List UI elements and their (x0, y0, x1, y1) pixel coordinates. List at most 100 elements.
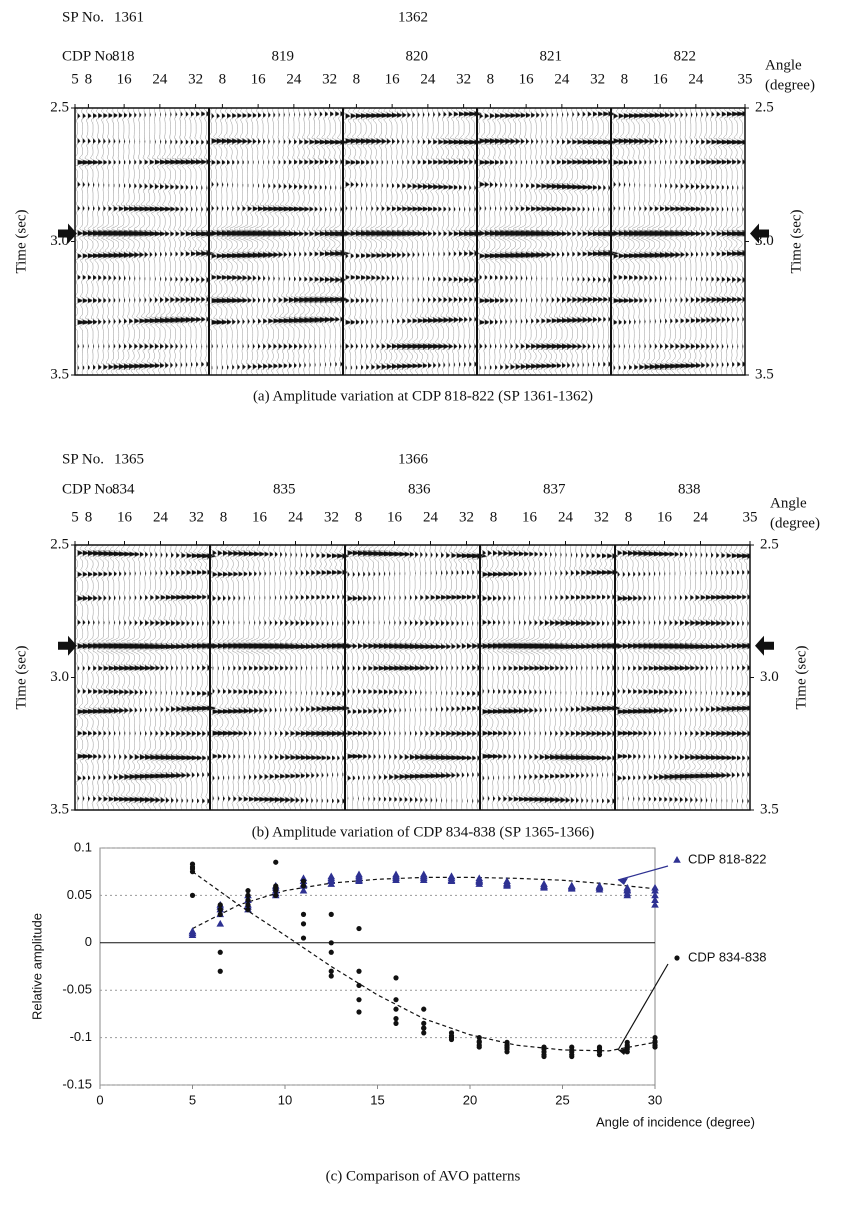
point (217, 902, 223, 908)
trace-fill (742, 545, 750, 810)
point (245, 902, 251, 908)
trace (668, 108, 689, 375)
trace-fill (627, 545, 637, 810)
trace (195, 108, 213, 375)
trace (467, 545, 482, 810)
point (651, 896, 659, 903)
point (328, 949, 334, 955)
trace (588, 108, 602, 375)
trace (421, 545, 436, 810)
trace-fill (98, 108, 112, 375)
trace (706, 545, 721, 810)
trace-fill (295, 545, 306, 810)
trace-fill (247, 108, 270, 375)
cdp-number: 835 (273, 481, 296, 497)
trace (341, 108, 355, 375)
angle-unit: (degree) (765, 77, 815, 93)
trace-fill (446, 545, 455, 810)
trace (618, 545, 632, 810)
trace (105, 108, 132, 375)
point (419, 876, 428, 884)
trace-fill (386, 108, 403, 375)
sp-label: SP No. (62, 9, 104, 25)
trace-fill (680, 108, 692, 375)
trace-fill (337, 545, 350, 810)
caption: (b) Amplitude variation of CDP 834-838 (… (252, 824, 595, 840)
trace-fill (500, 108, 515, 375)
trace (530, 545, 560, 810)
trace-fill (415, 545, 425, 810)
trace (502, 108, 529, 375)
point (651, 891, 659, 899)
angle-tick-label: 16 (117, 71, 133, 87)
trace (563, 108, 577, 375)
trace-fill (82, 545, 92, 810)
trace (220, 108, 242, 375)
trace (656, 545, 681, 810)
trace (454, 108, 467, 375)
trace (317, 545, 331, 810)
trace-fill (592, 108, 601, 375)
axis-title: Time (sec) (793, 645, 809, 709)
trace-fill (425, 545, 435, 810)
trace (618, 108, 636, 375)
trace-fill (513, 545, 533, 810)
trace (583, 108, 596, 375)
trace (458, 545, 469, 810)
trace (576, 545, 592, 810)
cdp-number: 819 (271, 48, 294, 64)
trace (245, 545, 274, 810)
trace (369, 108, 392, 375)
trace (148, 545, 170, 810)
point (419, 872, 428, 880)
trace (693, 108, 702, 375)
trace-fill (539, 545, 560, 810)
caption: (a) Amplitude variation at CDP 818-822 (… (253, 388, 593, 404)
trace (662, 108, 686, 375)
trace (497, 108, 522, 375)
trace (259, 108, 286, 375)
angle-tick-label: 24 (288, 509, 304, 525)
point (356, 982, 362, 989)
point (623, 889, 632, 897)
trace (718, 108, 730, 375)
trace (732, 545, 747, 810)
trace (319, 108, 337, 375)
point (393, 975, 399, 981)
point (327, 872, 336, 880)
trace-fill (577, 108, 585, 375)
trace (324, 108, 343, 375)
trace (592, 545, 608, 810)
sp-label: SP No. (62, 451, 104, 467)
point (596, 1052, 603, 1058)
point (188, 927, 197, 935)
point (273, 885, 279, 891)
trace (349, 545, 361, 810)
y-tick-label: 2.5 (755, 99, 774, 115)
trace-fill (407, 108, 418, 375)
trace-fill (634, 108, 650, 375)
trace-fill (648, 545, 663, 810)
angle-tick-label: 8 (220, 509, 228, 525)
axis-title: Relative amplitude (29, 913, 44, 1020)
trace (708, 108, 719, 375)
trace-fill (252, 108, 275, 375)
trace-fill (607, 545, 621, 810)
trace (322, 545, 337, 810)
angle-tick-label: 32 (459, 509, 474, 525)
trace-fill (357, 545, 367, 810)
point (476, 1038, 482, 1044)
trace-fill (586, 545, 595, 810)
trace-fill (352, 545, 361, 810)
trace-fill (670, 108, 686, 375)
trace-fill (581, 545, 591, 810)
trace-fill (175, 108, 186, 375)
trace-fill (176, 545, 185, 810)
trace-fill (185, 108, 194, 375)
trace (216, 108, 235, 375)
trace-fill (443, 108, 451, 375)
trace-fill (319, 108, 332, 375)
trace (642, 545, 663, 810)
trace (713, 108, 724, 375)
